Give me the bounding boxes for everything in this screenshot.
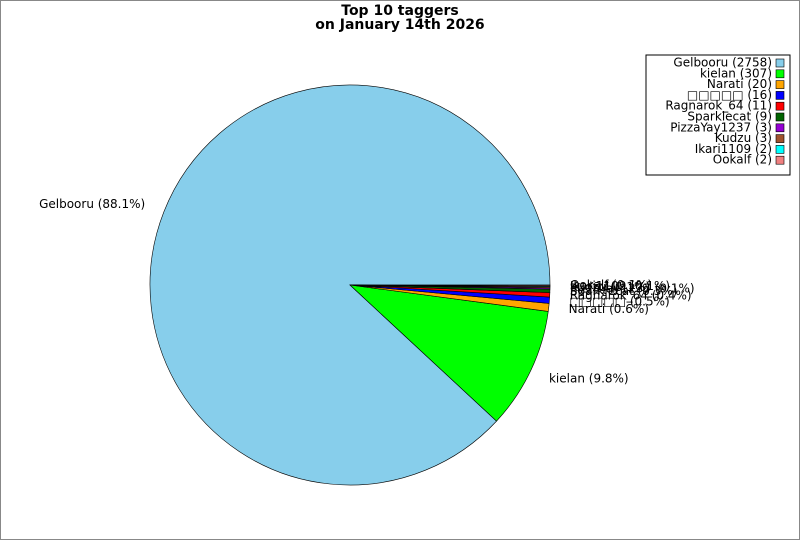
legend-label: kielan (307) (700, 66, 772, 80)
legend-swatch (775, 112, 785, 122)
legend-label: Ragnarok_64 (11) (665, 99, 772, 113)
pie-slice (349, 284, 551, 287)
slice-label: Kudzu (0.1%) (570, 280, 650, 294)
legend-swatch (775, 155, 785, 165)
chart-subtitle: on January 14th 2026 (315, 17, 484, 33)
legend-swatch (775, 58, 785, 68)
legend-swatch (775, 69, 785, 79)
pie-slice (149, 84, 551, 486)
slice-label: Ookalf (0.1%) (570, 278, 652, 292)
slice-label: Narati (0.6%) (569, 302, 649, 316)
slice-label: Gelbooru (88.1%) (39, 197, 145, 211)
legend-label: Ikari1109 (2) (695, 142, 772, 156)
legend-label: PizzaYay1237 (3) (670, 120, 772, 134)
legend-label: Narati (20) (707, 77, 772, 91)
legend-swatch (775, 145, 785, 154)
legend-label: Kudzu (3) (715, 131, 772, 145)
legend-label: □□□□□ (16) (687, 88, 772, 102)
legend-label: Ookalf (2) (713, 153, 772, 167)
slice-label: Ragnarok_64 (0.4%) (570, 288, 692, 302)
legend-box (645, 54, 791, 176)
slice-label: PizzaYay1237 (0.1%) (570, 281, 695, 295)
legend-swatch (775, 80, 785, 89)
slice-label: □□□□□ (0.5%) (569, 294, 669, 308)
slice-label: Ikari1109 (0.1%) (570, 279, 670, 293)
slice-label: Sparklecat (0.3%) (570, 284, 678, 298)
legend-label: Gelbooru (2758) (673, 56, 772, 70)
legend-swatch (775, 101, 785, 111)
pie-slice (349, 284, 549, 422)
slice-label: kielan (9.8%) (549, 371, 629, 385)
legend-swatch (775, 134, 785, 143)
chart-title: Top 10 taggers (341, 3, 458, 19)
legend-label: Sparklecat (9) (687, 110, 772, 124)
legend-swatch (775, 91, 785, 100)
legend-swatch (775, 123, 785, 133)
